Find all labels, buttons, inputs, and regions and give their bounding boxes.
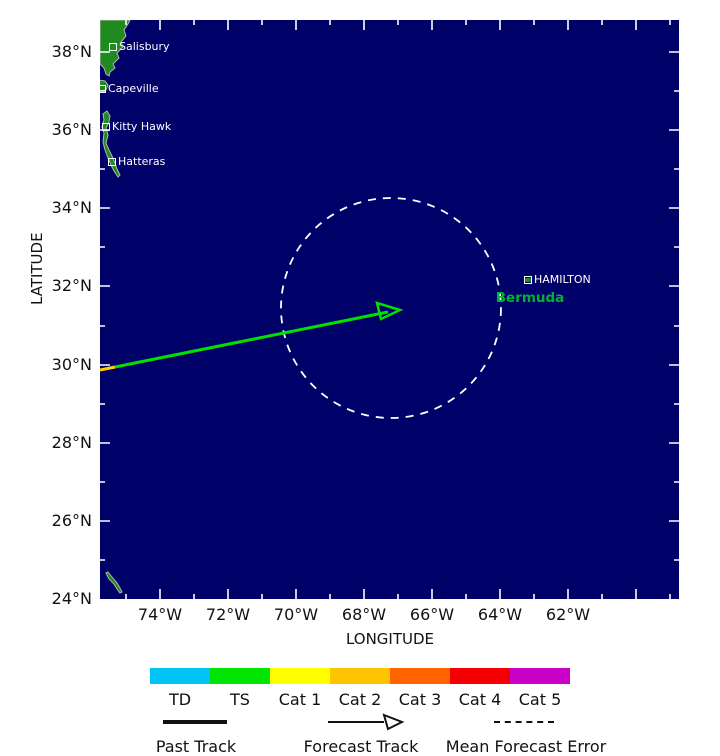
city-salisbury: Salisbury [109, 40, 170, 53]
city-label: Capeville [108, 82, 159, 95]
city-marker-icon [100, 85, 106, 93]
swatch-cat2 [330, 668, 390, 684]
swatch-cat5 [510, 668, 570, 684]
land-delmarva-peninsula [100, 20, 131, 77]
city-marker-icon [108, 158, 116, 166]
legend-label-cat1: Cat 1 [278, 690, 322, 709]
region-label-bermuda: Bermuda [495, 290, 565, 306]
city-kitty-hawk: Kitty Hawk [102, 120, 172, 133]
x-tick-label: 68°W [341, 605, 387, 624]
x-tick-label: 70°W [273, 605, 319, 624]
map-canvas: Salisbury Capeville Kitty Hawk Hatteras … [100, 20, 679, 599]
land-bahamas-sliver [105, 571, 123, 594]
y-tick-label: 34°N [51, 198, 92, 217]
intensity-labels: TD TS Cat 1 Cat 2 Cat 3 Cat 4 Cat 5 [150, 690, 570, 709]
swatch-cat1 [270, 668, 330, 684]
city-hatteras: Hatteras [108, 155, 166, 168]
swatch-cat4 [450, 668, 510, 684]
city-capeville: Capeville [100, 82, 159, 95]
city-marker-icon [109, 43, 117, 51]
y-tick-label: 38°N [51, 42, 92, 61]
intensity-color-bar [150, 668, 570, 684]
forecast-track-arrowhead-icon [375, 301, 404, 321]
y-tick-label: 24°N [51, 589, 92, 608]
legend-label-td: TD [168, 690, 192, 709]
past-track-line-icon [163, 720, 227, 724]
city-label: HAMILTON [534, 273, 591, 286]
legend-label-cat5: Cat 5 [518, 690, 562, 709]
y-tick-label: 26°N [51, 511, 92, 530]
map-tick-marks [100, 20, 679, 599]
x-tick-label: 72°W [205, 605, 251, 624]
legend-caption-mean-forecast-error: Mean Forecast Error [445, 737, 607, 756]
y-tick-label: 32°N [51, 276, 92, 295]
legend-caption-forecast-track: Forecast Track [303, 737, 419, 756]
x-tick-label: 74°W [137, 605, 183, 624]
swatch-ts [210, 668, 270, 684]
x-tick-label: 62°W [545, 605, 591, 624]
legend-label-ts: TS [230, 690, 250, 709]
x-tick-label: 64°W [477, 605, 523, 624]
city-label: Salisbury [119, 40, 170, 53]
city-marker-icon [102, 123, 110, 131]
x-tick-label: 66°W [409, 605, 455, 624]
legend-caption-past-track: Past Track [155, 737, 237, 756]
city-marker-icon [524, 276, 532, 284]
y-tick-label: 30°N [51, 355, 92, 374]
city-label: Kitty Hawk [112, 120, 172, 133]
swatch-cat3 [390, 668, 450, 684]
swatch-td [150, 668, 210, 684]
mean-forecast-error-circle [280, 197, 502, 419]
x-axis-title: LONGITUDE [345, 630, 435, 648]
legend-label-cat4: Cat 4 [458, 690, 502, 709]
y-tick-label: 36°N [51, 120, 92, 139]
forecast-track-line [114, 310, 389, 369]
city-hamilton: HAMILTON [524, 273, 591, 286]
land-bermuda-islet [525, 278, 531, 282]
forecast-track-arrow-icon [328, 713, 405, 731]
mean-forecast-error-line-icon [494, 721, 554, 723]
y-axis-title: LATITUDE [28, 232, 46, 306]
map-graphics [100, 20, 679, 599]
y-tick-label: 28°N [51, 433, 92, 452]
legend-label-cat3: Cat 3 [398, 690, 442, 709]
track-segment-cat1 [100, 365, 116, 372]
city-label: Hatteras [118, 155, 166, 168]
legend-label-cat2: Cat 2 [338, 690, 382, 709]
